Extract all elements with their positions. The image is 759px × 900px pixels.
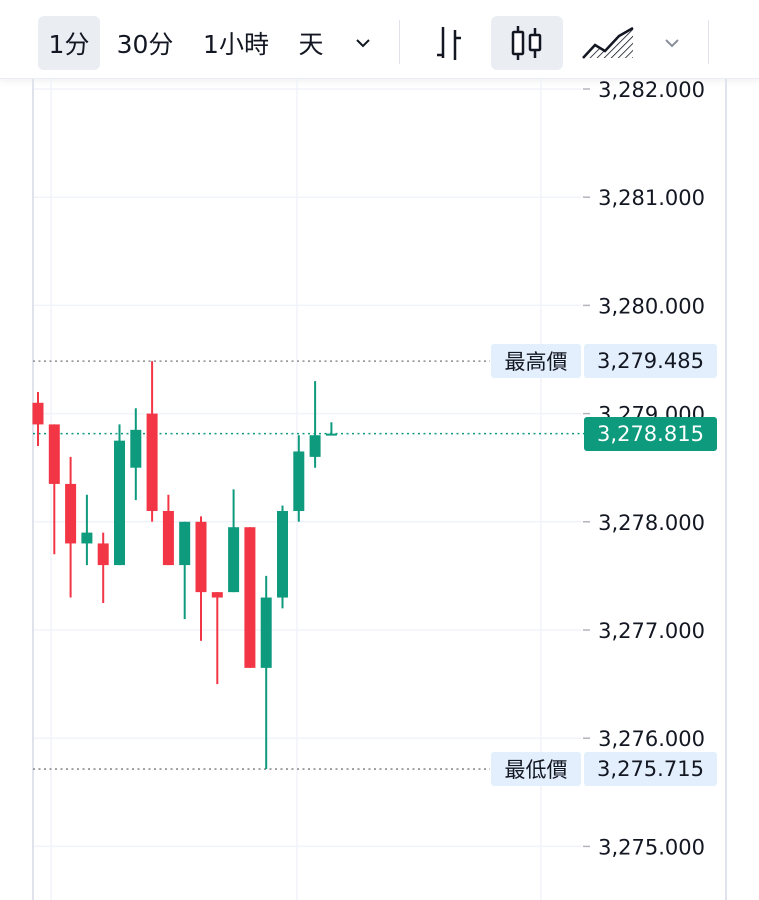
candle-body (48, 424, 60, 484)
high-price-label: 最高價 (491, 344, 581, 379)
candle (211, 592, 223, 685)
candle (65, 456, 77, 598)
interval-day-button[interactable]: 天 (288, 16, 334, 70)
interval-1min-button[interactable]: 1分 (38, 16, 100, 70)
candle-body (244, 527, 256, 668)
price-tick-label: 3,277.000 (598, 619, 705, 643)
candle (130, 408, 142, 501)
price-tick-label: 3,282.000 (598, 79, 705, 102)
candle-body (293, 451, 305, 511)
chevron-down-icon (356, 39, 370, 48)
area-chart-type-button[interactable] (572, 16, 644, 70)
candles (32, 361, 337, 770)
candle-body (146, 413, 158, 511)
candle (32, 391, 44, 447)
candle (277, 505, 288, 609)
bar-chart-icon (437, 27, 461, 60)
candle (81, 494, 93, 566)
candle (293, 435, 305, 522)
chart-type-dropdown-button[interactable] (648, 16, 696, 70)
candle-body (65, 483, 77, 544)
grid (32, 79, 727, 900)
interval-30min-label: 30分 (116, 30, 174, 59)
candle (228, 489, 240, 593)
candlestick-icon (511, 26, 542, 60)
candle (114, 424, 125, 566)
candle-body (32, 402, 44, 425)
candle (48, 424, 60, 555)
candle-body (130, 429, 142, 468)
interval-1hour-label: 1小時 (203, 30, 269, 59)
candle-body (211, 592, 223, 598)
high-price-value: 3,279.485 (584, 344, 717, 379)
candle-body (179, 521, 191, 566)
price-tick-label: 3,276.000 (598, 727, 705, 751)
candle (260, 575, 272, 770)
candle (244, 527, 256, 668)
candle-body (81, 532, 93, 544)
candle-body (277, 510, 288, 598)
price-tick-label: 3,278.000 (598, 511, 705, 535)
price-tick-label: 3,281.000 (598, 186, 705, 210)
candle-body (114, 440, 125, 566)
last-price-value: 3,278.815 (584, 416, 717, 451)
price-chart[interactable]: 3,282.0003,281.0003,280.0003,279.0003,27… (0, 79, 759, 900)
interval-dropdown-button[interactable] (340, 16, 386, 70)
low-price-label: 最低價 (491, 752, 581, 787)
candle-body (309, 435, 321, 457)
candle-body (195, 521, 207, 593)
candle-body (228, 527, 240, 593)
interval-30min-button[interactable]: 30分 (108, 16, 182, 70)
chevron-down-icon (665, 39, 679, 48)
candle-body (162, 510, 174, 566)
price-tick-label: 3,280.000 (598, 294, 705, 318)
toolbar-separator (708, 20, 709, 64)
chart-toolbar: 1分 30分 1小時 天 (0, 0, 759, 79)
candle (162, 494, 174, 566)
candle-body (97, 543, 109, 566)
interval-1hour-button[interactable]: 1小時 (192, 16, 280, 70)
candle-body (325, 433, 337, 436)
price-axis: 3,282.0003,281.0003,280.0003,279.0003,27… (583, 79, 705, 859)
bar-chart-type-button[interactable] (416, 16, 482, 70)
candle (325, 422, 337, 436)
interval-day-label: 天 (298, 30, 324, 59)
candle (146, 361, 158, 522)
candlestick-chart-type-button[interactable] (491, 16, 563, 70)
candle (195, 516, 207, 641)
candle (179, 521, 191, 620)
candle (97, 532, 109, 603)
price-tick-label: 3,275.000 (598, 835, 705, 859)
candle-body (260, 597, 272, 668)
low-price-value: 3,275.715 (584, 752, 717, 787)
toolbar-separator (399, 20, 400, 64)
interval-1min-label: 1分 (48, 30, 90, 59)
area-chart-icon (582, 26, 634, 59)
candle (309, 381, 321, 468)
